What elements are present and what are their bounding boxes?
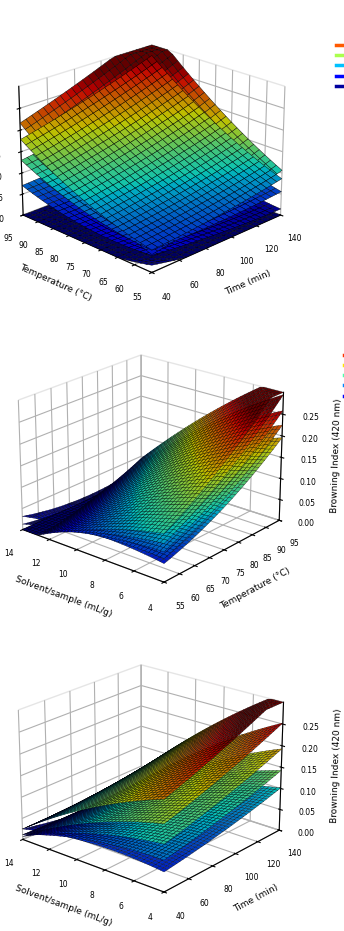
X-axis label: Time (min): Time (min) <box>224 268 272 297</box>
Y-axis label: Temperature (°C): Temperature (°C) <box>18 263 93 303</box>
Legend: 3 mL/g, 6 mL/g, 9 mL/g, 12 mL/g, 15 mL/g: 3 mL/g, 6 mL/g, 9 mL/g, 12 mL/g, 15 mL/g <box>334 39 344 92</box>
Legend: 150 min, 120 min, 90 min, 60 min, 30 min: 150 min, 120 min, 90 min, 60 min, 30 min <box>343 349 344 402</box>
X-axis label: Solvent/sample (mL/g): Solvent/sample (mL/g) <box>14 574 114 618</box>
Y-axis label: Temperature (°C): Temperature (°C) <box>219 566 292 611</box>
X-axis label: Solvent/sample (mL/g): Solvent/sample (mL/g) <box>14 884 114 928</box>
Y-axis label: Time (min): Time (min) <box>232 883 280 914</box>
